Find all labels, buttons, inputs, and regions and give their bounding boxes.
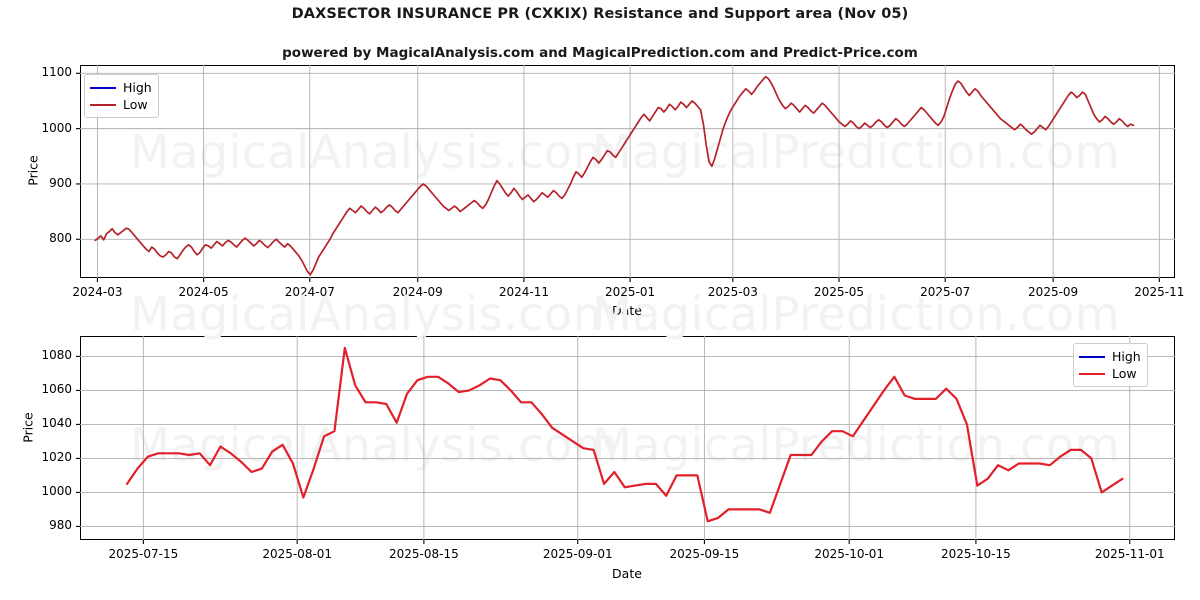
top-chart-xlabel: Date [612, 303, 642, 318]
bottom-xtick-2025-11-01: 2025-11-01 [1094, 547, 1165, 561]
page-title: DAXSECTOR INSURANCE PR (CXKIX) Resistanc… [291, 6, 909, 22]
top-chart-legend: High Low [84, 74, 159, 118]
top-ytick-1100: 1100 [41, 65, 72, 80]
legend-label-high: High [123, 80, 152, 95]
top-ytick-900: 900 [49, 175, 72, 190]
bottom-xtick-2025-09-01: 2025-09-01 [542, 547, 613, 561]
bottom-xtick-2025-08-15: 2025-08-15 [389, 547, 459, 561]
top-xtick-2025-05: 2025-05 [813, 285, 865, 299]
top-chart-axes [80, 65, 1175, 278]
top-xtick-2025-11: 2025-11 [1134, 285, 1185, 299]
bottom-chart-legend: High Low [1073, 343, 1148, 387]
top-ytick-800: 800 [49, 231, 72, 246]
top-xtick-2025-01: 2025-01 [605, 285, 656, 299]
bottom-chart-plot [76, 336, 1175, 544]
bottom-chart-axes [80, 336, 1175, 540]
top-xtick-2024-07: 2024-07 [284, 285, 335, 299]
bottom-ytick-980: 980 [49, 518, 72, 533]
top-xtick-2024-03: 2024-03 [72, 285, 123, 299]
bottom-ytick-1020: 1020 [41, 450, 72, 465]
legend-swatch-high [1079, 355, 1105, 358]
bottom-xtick-2025-10-15: 2025-10-15 [941, 547, 1011, 561]
legend-label-low: Low [123, 97, 148, 112]
top-chart-ylabel: Price [25, 155, 41, 186]
legend-item-low: Low [90, 96, 152, 113]
bottom-ytick-1060: 1060 [41, 382, 72, 397]
bottom-ytick-1080: 1080 [41, 348, 72, 363]
top-xtick-2024-09: 2024-09 [392, 285, 443, 299]
legend-swatch-low [1079, 372, 1105, 375]
legend-item-high-bottom: High [1079, 348, 1141, 365]
page-subtitle: powered by MagicalAnalysis.com and Magic… [282, 45, 918, 61]
bottom-ytick-1040: 1040 [41, 416, 72, 431]
bottom-xtick-2025-09-15: 2025-09-15 [669, 547, 740, 561]
legend-label-low: Low [1112, 366, 1137, 381]
top-xtick-2025-09: 2025-09 [1028, 285, 1079, 299]
bottom-xtick-2025-08-01: 2025-08-01 [262, 547, 333, 561]
top-xtick-2024-11: 2024-11 [498, 285, 549, 299]
legend-swatch-low [90, 103, 116, 106]
top-xtick-2024-05: 2024-05 [178, 285, 229, 299]
top-xtick-2025-03: 2025-03 [707, 285, 758, 299]
legend-label-high: High [1112, 349, 1141, 364]
bottom-xtick-2025-10-01: 2025-10-01 [814, 547, 885, 561]
bottom-chart-xlabel: Date [612, 566, 642, 581]
top-xtick-2025-07: 2025-07 [920, 285, 971, 299]
top-ytick-1000: 1000 [41, 120, 72, 135]
legend-item-low-bottom: Low [1079, 365, 1141, 382]
bottom-xtick-2025-07-15: 2025-07-15 [108, 547, 179, 561]
top-chart-plot [76, 65, 1175, 282]
legend-swatch-high [90, 86, 116, 89]
legend-item-high: High [90, 79, 152, 96]
bottom-ytick-1000: 1000 [41, 484, 72, 499]
